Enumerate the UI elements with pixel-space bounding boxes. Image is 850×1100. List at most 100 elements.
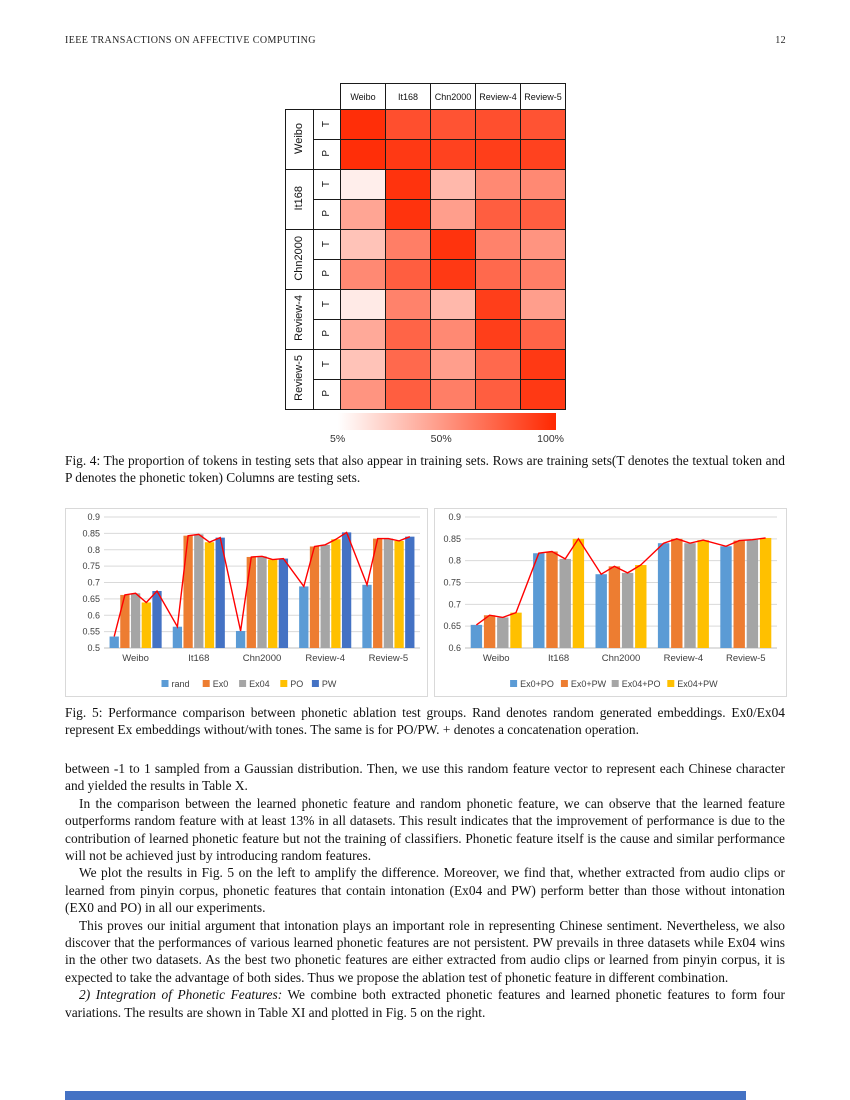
legend-swatch xyxy=(560,680,568,687)
heatmap-cell xyxy=(340,139,386,170)
heatmap-row-sublabel: P xyxy=(313,139,341,170)
legend-label: PW xyxy=(322,679,337,689)
heatmap-cell xyxy=(520,319,566,350)
y-tick-label: 0.65 xyxy=(82,594,100,604)
bar-Ex0 xyxy=(309,546,320,648)
heatmap-cell xyxy=(520,349,566,380)
y-tick-label: 0.8 xyxy=(448,556,461,566)
y-tick-label: 0.55 xyxy=(82,627,100,637)
y-tick-label: 0.9 xyxy=(87,512,100,522)
heatmap-row-sublabel: P xyxy=(313,259,341,290)
heatmap-cell xyxy=(340,169,386,200)
fig4-caption: Fig. 4: The proportion of tokens in test… xyxy=(65,453,785,486)
y-tick-label: 0.85 xyxy=(82,528,100,538)
page-number: 12 xyxy=(775,35,786,46)
heatmap-cell xyxy=(340,229,386,260)
legend-label: Ex0+PO xyxy=(520,679,554,689)
legend-swatch xyxy=(510,680,518,687)
heatmap-row-sublabel: T xyxy=(313,109,341,140)
bar-Ex04+PO xyxy=(684,543,696,648)
heatmap-row-sublabel: T xyxy=(313,289,341,320)
trend-line xyxy=(475,537,766,626)
bar-Ex0 xyxy=(373,538,383,648)
heatmap-cell xyxy=(475,169,521,200)
bar-Ex04+PO xyxy=(497,617,509,648)
heatmap-cell xyxy=(385,259,431,290)
heatmap-cell xyxy=(340,259,386,290)
legend-swatch xyxy=(280,680,288,687)
heatmap-row-sublabel: P xyxy=(313,379,341,410)
bar-PW xyxy=(278,558,289,648)
bar-Ex04+PW xyxy=(697,540,709,648)
heatmap-cell xyxy=(520,169,566,200)
bar-Ex0+PO xyxy=(657,543,670,648)
bar-PW xyxy=(215,537,225,648)
heatmap-row-sublabel: P xyxy=(313,319,341,350)
heatmap-cell xyxy=(520,259,566,290)
heatmap-corner xyxy=(286,84,341,110)
subsection-lead: 2) Integration of Phonetic Features: xyxy=(79,987,283,1003)
heatmap-row-sublabel: T xyxy=(313,349,341,380)
heatmap-cell xyxy=(430,349,476,380)
category-label: Weibo xyxy=(483,653,510,664)
category-label: Chn2000 xyxy=(243,653,282,664)
legend-swatch xyxy=(161,680,169,687)
bar-PO xyxy=(268,559,278,648)
heatmap-cell xyxy=(385,289,431,320)
category-label: Review-5 xyxy=(726,653,766,664)
fig5-right-chart-svg: 0.6 0.65 0.7 0.75 0.8 0.85 0.9 Weibo It168 Chn200… xyxy=(443,512,777,689)
heatmap-cell xyxy=(430,289,476,320)
heatmap-cell xyxy=(520,199,566,230)
heatmap-cell xyxy=(475,199,521,230)
heatmap-cell xyxy=(385,229,431,260)
fig4-colorbar xyxy=(338,413,556,430)
heatmap-cell xyxy=(340,379,386,410)
bar-PO xyxy=(204,542,215,648)
y-tick-label: 0.75 xyxy=(82,561,100,571)
bar-rand xyxy=(109,636,119,648)
heatmap-cell xyxy=(475,139,521,170)
fig5-left-chart: 0.5 0.55 0.6 0.65 0.7 0.75 0.8 0.85 0.9 Weibo It16… xyxy=(65,508,428,697)
bar-rand xyxy=(362,584,372,648)
fig4-heatmap-table: Weibo It168 Chn2000 Review-4 Review-5 Weibo T P… xyxy=(285,83,566,410)
next-table-top-bar xyxy=(65,1091,746,1100)
bar-Ex04+PW xyxy=(759,537,772,648)
bar-Ex04+PO xyxy=(746,539,759,648)
heatmap-cell xyxy=(475,109,521,140)
heatmap-col-header: Review-5 xyxy=(520,83,566,110)
paragraph: In the comparison between the learned ph… xyxy=(65,795,785,864)
category-label: Review-5 xyxy=(369,653,409,664)
bar-Ex04+PO xyxy=(621,572,634,648)
category-label: Review-4 xyxy=(305,653,345,664)
bar-Ex0 xyxy=(120,594,130,648)
bar-Ex0+PW xyxy=(546,551,558,648)
fig5-right-chart: 0.6 0.65 0.7 0.75 0.8 0.85 0.9 Weibo It168 Chn200… xyxy=(434,508,787,697)
heatmap-cell xyxy=(520,229,566,260)
heatmap-cell xyxy=(430,139,476,170)
heatmap-cell xyxy=(475,229,521,260)
paragraph: This proves our initial argument that in… xyxy=(65,917,785,985)
bar-Ex0 xyxy=(246,556,256,648)
category-label: It168 xyxy=(548,653,569,664)
fig4-colorbar-labels: 5% 50% 100% xyxy=(330,433,564,445)
running-head: IEEE TRANSACTIONS ON AFFECTIVE COMPUTING… xyxy=(65,35,786,46)
heatmap-cell xyxy=(430,229,476,260)
legend-swatch xyxy=(311,680,319,687)
bar-PO xyxy=(394,540,404,648)
legend-label: Ex0+PW xyxy=(571,679,607,689)
heatmap-col-header: Chn2000 xyxy=(430,83,476,110)
bar-rand xyxy=(172,626,183,648)
bar-PW xyxy=(405,536,415,648)
heatmap-row-group-label: Weibo xyxy=(285,109,314,170)
y-tick-label: 0.9 xyxy=(448,512,461,522)
heatmap-col-header: Weibo xyxy=(340,83,386,110)
legend-swatch xyxy=(202,680,210,687)
y-tick-label: 0.7 xyxy=(448,599,461,609)
paragraph: We plot the results in Fig. 5 on the lef… xyxy=(65,865,785,916)
bar-Ex04+PW xyxy=(572,538,585,648)
heatmap-cell xyxy=(385,349,431,380)
bar-Ex04+PO xyxy=(559,558,571,648)
heatmap-row-group-label: Chn2000 xyxy=(285,229,314,290)
category-label: Weibo xyxy=(122,653,149,664)
bar-rand xyxy=(235,630,246,648)
